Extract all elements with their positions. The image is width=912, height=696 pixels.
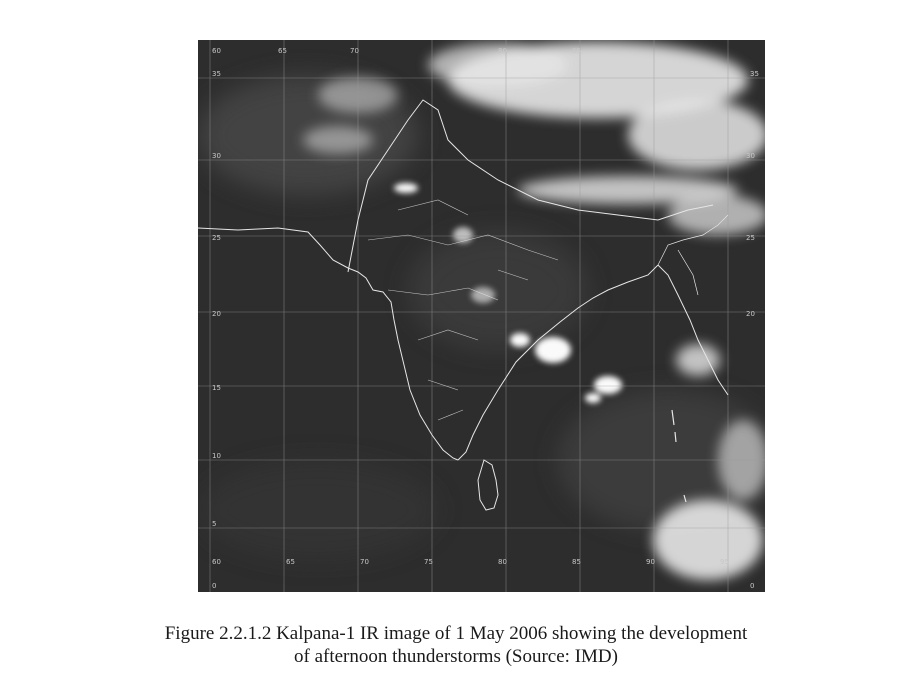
lat-tick-left: 15: [212, 384, 221, 392]
figure-caption: Figure 2.2.1.2 Kalpana-1 IR image of 1 M…: [0, 622, 912, 668]
lat-tick-right: 20: [746, 310, 755, 318]
tick-labels: 60 65 70 80 85 60 65 70 75 80 85 90 95 3…: [212, 47, 759, 590]
coastlines-and-borders: [198, 99, 729, 511]
lon-tick-top: 85: [572, 47, 581, 55]
satellite-ir-image: 60 65 70 80 85 60 65 70 75 80 85 90 95 3…: [198, 40, 765, 592]
east-coast: [457, 264, 659, 461]
sri-lanka: [477, 459, 499, 511]
cloud-cover: [303, 42, 765, 580]
lon-tick-bottom: 60: [212, 558, 221, 566]
lon-tick-bottom: 75: [424, 558, 433, 566]
caption-line-1: Figure 2.2.1.2 Kalpana-1 IR image of 1 M…: [164, 623, 748, 644]
bangladesh-myanmar-coast: [657, 264, 729, 396]
lat-lon-grid: [198, 40, 765, 592]
lon-tick-bottom: 85: [572, 558, 581, 566]
lon-tick-top: 60: [212, 47, 221, 55]
lat-tick-left: 25: [212, 234, 221, 242]
lat-tick-left: 20: [212, 310, 221, 318]
north-border: [347, 99, 714, 273]
lon-tick-bottom: 70: [360, 558, 369, 566]
northeast-borders: [657, 214, 729, 296]
andaman-islands: [671, 409, 687, 503]
lat-tick-right: 25: [746, 234, 755, 242]
lat-tick-left: 30: [212, 152, 221, 160]
lat-tick-left: 0: [212, 582, 216, 590]
lat-tick-right: 0: [750, 582, 754, 590]
lat-tick-right: 30: [746, 152, 755, 160]
lon-tick-bottom: 90: [646, 558, 655, 566]
lon-tick-top: 70: [350, 47, 359, 55]
caption-line-2: of afternoon thunderstorms (Source: IMD): [294, 646, 618, 667]
thunderstorm-cells: [394, 183, 622, 403]
state-borders: [367, 199, 559, 421]
lon-tick-top: 80: [498, 47, 507, 55]
west-coast: [198, 227, 459, 461]
lat-tick-left: 5: [212, 520, 216, 528]
lat-tick-left: 35: [212, 70, 221, 78]
lon-tick-bottom: 65: [286, 558, 295, 566]
lat-tick-left: 10: [212, 452, 221, 460]
lon-tick-bottom: 80: [498, 558, 507, 566]
lon-tick-bottom: 95: [720, 558, 729, 566]
lon-tick-top: 65: [278, 47, 287, 55]
lat-tick-right: 35: [750, 70, 759, 78]
